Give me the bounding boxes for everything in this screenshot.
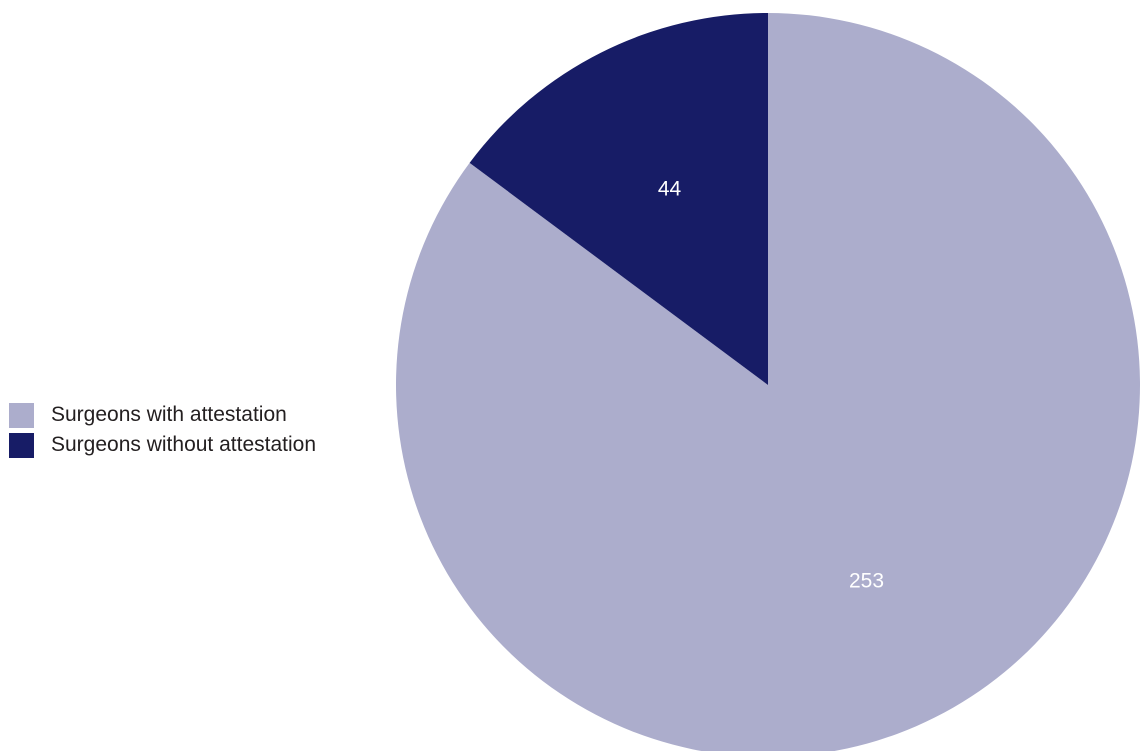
pie-slices — [396, 13, 1140, 751]
pie-data-labels: 253 44 — [658, 177, 884, 592]
pie-slice-with-attestation — [396, 13, 1140, 751]
legend-swatch-with-attestation — [9, 402, 34, 428]
legend-swatch-without-attestation — [9, 432, 34, 458]
pie-slice-without-attestation — [469, 13, 768, 385]
legend-label-with-attestation: Surgeons with attestation — [51, 403, 287, 426]
chart-legend: Surgeons with attestation Surgeons witho… — [9, 400, 316, 460]
data-label-without-attestation: 44 — [658, 177, 682, 200]
legend-item-with-attestation: Surgeons with attestation — [9, 400, 316, 430]
data-label-with-attestation: 253 — [849, 570, 884, 593]
legend-label-without-attestation: Surgeons without attestation — [51, 433, 317, 456]
legend-item-without-attestation: Surgeons without attestation — [9, 430, 316, 460]
